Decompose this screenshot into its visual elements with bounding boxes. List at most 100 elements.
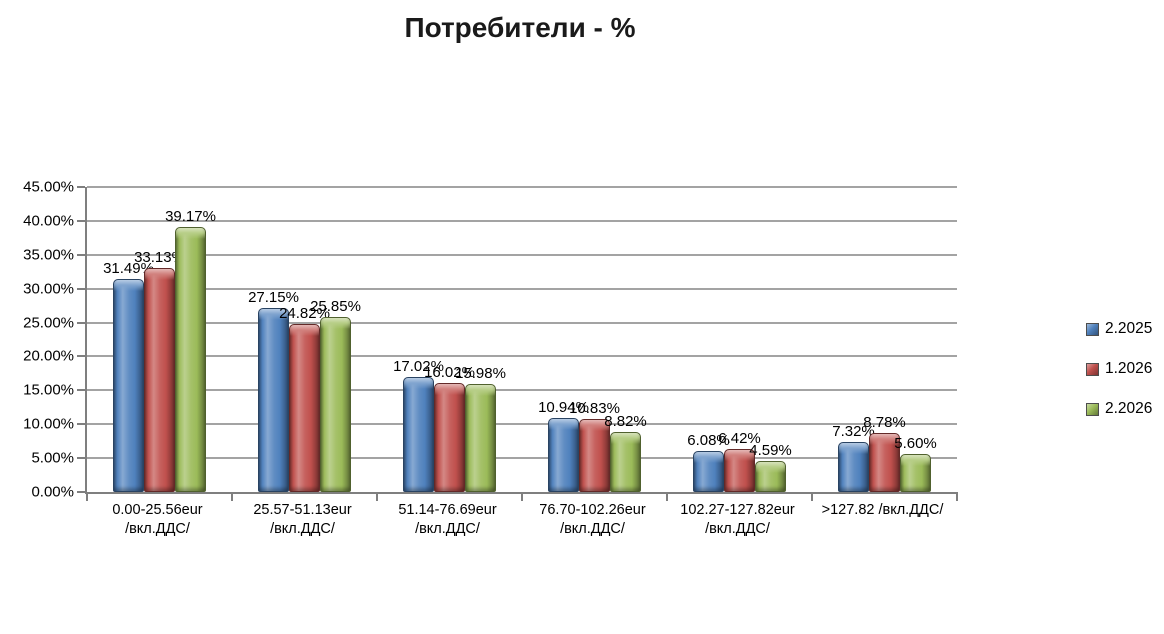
bar-value-label: 16.02% <box>424 364 475 382</box>
bar-2.2026: 39.17% <box>165 208 216 492</box>
bar-1.2026: 8.78% <box>863 414 906 492</box>
y-axis-tick <box>77 491 85 493</box>
legend-label: 2.2025 <box>1105 320 1153 337</box>
legend-label: 2.2026 <box>1105 400 1153 417</box>
bar-2.2026: 15.98% <box>455 365 506 492</box>
y-tick-label: 40.00% <box>23 212 74 230</box>
bar-value-label: 4.59% <box>749 441 792 459</box>
gridline <box>87 457 957 460</box>
bar-value-label: 8.78% <box>863 413 906 431</box>
bar-1.2026: 33.13% <box>134 249 185 492</box>
x-axis-tick <box>86 492 88 501</box>
x-axis-tick <box>811 492 813 501</box>
bar-2.2026: 4.59% <box>749 442 792 492</box>
x-axis-tick <box>231 492 233 501</box>
y-tick-label: 10.00% <box>23 415 74 433</box>
y-axis-tick <box>77 389 85 392</box>
bar-2.2025: 6.08% <box>687 432 730 492</box>
bar-2.2025: 31.49% <box>103 260 154 492</box>
bar-value-label: 6.08% <box>687 431 730 449</box>
y-axis-tick <box>77 321 85 324</box>
bar-value-label: 8.82% <box>604 413 647 431</box>
bar-2.2025: 10.94% <box>538 399 589 492</box>
bar-2.2026: 5.60% <box>894 435 937 492</box>
y-axis-tick <box>77 287 85 290</box>
y-axis-tick <box>77 457 85 460</box>
bar-value-label: 27.15% <box>248 289 299 306</box>
bar-group: 7.32% 8.78% 5.60% <box>812 187 957 492</box>
bar-value-label: 10.83% <box>569 399 620 417</box>
y-tick-label: 5.00% <box>31 449 74 467</box>
category-label: 51.14-76.69eur /вкл.ДДС/ <box>398 502 497 537</box>
legend: 2.2025 1.2026 2.2026 <box>1086 320 1152 418</box>
bar-value-label: 17.02% <box>393 357 444 375</box>
category-label: 0.00-25.56eur /вкл.ДДС/ <box>112 502 203 537</box>
bar-groups: 31.49% 33.13% 39.17% 27.15% 24.82% 25.85% 17.0… <box>87 187 957 492</box>
legend-color-marker <box>1086 362 1099 376</box>
gridline <box>87 389 957 392</box>
y-tick-label: 35.00% <box>23 246 74 264</box>
y-axis-tick <box>77 186 85 188</box>
y-tick-label: 15.00% <box>23 381 74 399</box>
bar-value-label: 25.85% <box>310 297 361 315</box>
plot-area: 31.49% 33.13% 39.17% 27.15% 24.82% 25.85% 17.0… <box>77 186 958 501</box>
bar-value-label: 5.60% <box>894 435 937 452</box>
bar-value-label: 31.49% <box>103 259 154 277</box>
gridline <box>87 186 957 188</box>
bar-2.2026: 8.82% <box>604 413 647 492</box>
bar-value-label: 6.42% <box>718 429 761 447</box>
category-label: 25.57-51.13eur /вкл.ДДС/ <box>253 502 352 537</box>
legend-color-marker <box>1086 402 1099 416</box>
x-axis-tick <box>666 492 668 501</box>
legend-label: 1.2026 <box>1105 360 1153 377</box>
gridline <box>87 423 957 426</box>
y-axis-tick <box>77 253 85 256</box>
bar-2.2025: 17.02% <box>393 358 444 492</box>
gridline <box>87 355 957 358</box>
y-tick-label: 0.00% <box>31 483 74 501</box>
bar-value-label: 24.82% <box>279 304 330 322</box>
y-tick-label: 45.00% <box>23 178 74 196</box>
y-tick-label: 30.00% <box>23 280 74 298</box>
gridline <box>87 321 957 324</box>
y-tick-label: 25.00% <box>23 314 74 332</box>
y-axis-tick <box>77 219 85 222</box>
category-label: 102.27-127.82eur /вкл.ДДС/ <box>680 502 795 537</box>
bar-group: 17.02% 16.02% 15.98% <box>377 187 522 492</box>
y-tick-label: 20.00% <box>23 347 74 365</box>
chart-title: Потребители - % <box>404 12 636 43</box>
x-axis-tick <box>956 492 958 501</box>
bar-value-label: 15.98% <box>455 364 506 382</box>
category-label: >127.82 /вкл.ДДС/ <box>821 502 944 518</box>
bar-2.2025: 7.32% <box>832 423 875 492</box>
bar-value-label: 10.94% <box>538 398 589 416</box>
bar-group: 10.94% 10.83% 8.82% <box>522 187 667 492</box>
bar-1.2026: 16.02% <box>424 364 475 492</box>
bar-1.2026: 10.83% <box>569 400 620 492</box>
bar-1.2026: 24.82% <box>279 305 330 492</box>
bar-group: 27.15% 24.82% 25.85% <box>232 187 377 492</box>
gridline <box>87 253 957 256</box>
legend-color-marker <box>1086 322 1099 336</box>
category-label: 76.70-102.26eur /вкл.ДДС/ <box>539 502 646 537</box>
y-axis-tick <box>77 355 85 358</box>
bar-2.2025: 27.15% <box>248 289 299 492</box>
legend-item: 1.2026 <box>1086 360 1152 378</box>
x-axis-tick <box>376 492 378 501</box>
y-axis-tick <box>77 423 85 426</box>
legend-item: 2.2025 <box>1086 320 1152 338</box>
legend-item: 2.2026 <box>1086 400 1152 418</box>
x-axis-tick <box>521 492 523 501</box>
bar-1.2026: 6.42% <box>718 430 761 492</box>
bar-2.2026: 25.85% <box>310 298 361 492</box>
gridline <box>87 287 957 290</box>
bar-value-label: 39.17% <box>165 207 216 225</box>
gridline <box>87 219 957 222</box>
bar-value-label: 33.13% <box>134 248 185 266</box>
bar-group: 31.49% 33.13% 39.17% <box>87 187 232 492</box>
x-axis-labels: 0.00-25.56eur /вкл.ДДС/25.57-51.13eur /в… <box>85 501 955 539</box>
bar-group: 6.08% 6.42% 4.59% <box>667 187 812 492</box>
y-axis-labels: 0.00% 5.00% 10.00% 15.00% 20.00% 25.00% 30.00%… <box>0 179 74 501</box>
bar-value-label: 7.32% <box>832 423 875 441</box>
